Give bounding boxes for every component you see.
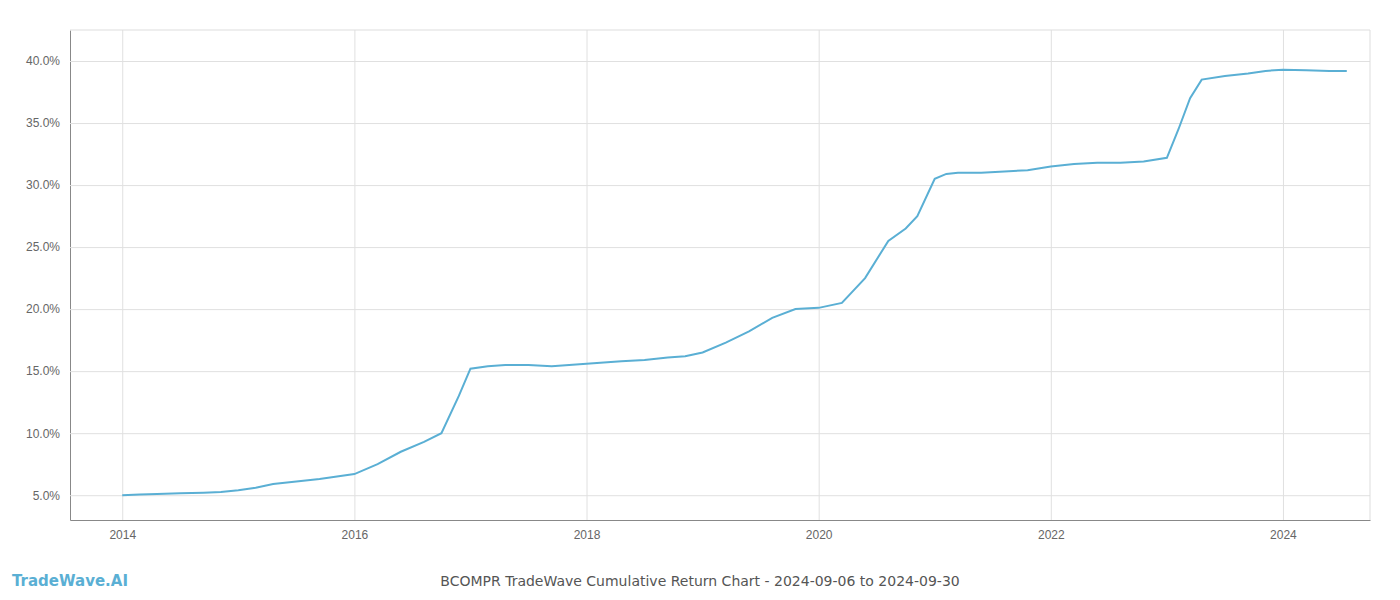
x-grid-line — [1283, 30, 1284, 520]
y-tick-label: 5.0% — [33, 489, 61, 503]
x-tick: 2020 — [806, 30, 833, 542]
y-tick-label: 15.0% — [26, 364, 60, 378]
x-grid-line — [587, 30, 588, 520]
y-grid-line — [70, 371, 1370, 372]
x-tick-label: 2014 — [109, 528, 136, 542]
x-grid-line — [1051, 30, 1052, 520]
y-tick-label: 20.0% — [26, 302, 60, 316]
y-axis-line — [70, 31, 71, 521]
y-tick-label: 40.0% — [26, 54, 60, 68]
y-grid-line — [70, 433, 1370, 434]
x-tick: 2022 — [1038, 30, 1065, 542]
y-tick: 35.0% — [26, 116, 1370, 130]
chart: 2014 2016 2018 2020 2022 2024 5.0% 10.0% 15.0% 20… — [0, 0, 1400, 600]
y-grid-line — [70, 247, 1370, 248]
x-tick-label: 2018 — [574, 528, 601, 542]
x-axis-line — [71, 520, 1371, 521]
y-tick-label: 10.0% — [26, 427, 60, 441]
x-tick: 2024 — [1270, 30, 1297, 542]
x-grid-line — [819, 30, 820, 520]
y-grid-line — [70, 309, 1370, 310]
x-tick: 2018 — [574, 30, 601, 542]
y-tick: 30.0% — [26, 178, 1370, 192]
x-grid-line — [122, 30, 123, 520]
plot-area: 2014 2016 2018 2020 2022 2024 5.0% 10.0% 15.0% 20… — [26, 30, 1371, 542]
y-grid-line — [70, 61, 1370, 62]
x-grid-line — [354, 30, 355, 520]
x-tick-label: 2016 — [342, 528, 369, 542]
plot-frame — [1370, 30, 1371, 520]
y-tick: 10.0% — [26, 427, 1370, 441]
y-tick: 20.0% — [26, 302, 1370, 316]
line — [122, 70, 1347, 495]
watermark: TradeWave.AI — [12, 572, 128, 590]
marks — [122, 70, 1347, 495]
y-grid-line — [70, 495, 1370, 496]
title: BCOMPR TradeWave Cumulative Return Chart… — [440, 573, 959, 589]
y-axis: 5.0% 10.0% 15.0% 20.0% 25.0% 30.0% 35.0% 40.0% — [26, 31, 1370, 521]
y-grid-line — [70, 185, 1370, 186]
y-tick: 25.0% — [26, 240, 1370, 254]
y-tick-label: 35.0% — [26, 116, 60, 130]
y-tick: 15.0% — [26, 364, 1370, 378]
x-tick: 2016 — [342, 30, 369, 542]
plot-frame — [70, 30, 1370, 31]
x-tick-label: 2022 — [1038, 528, 1065, 542]
x-tick-label: 2020 — [806, 528, 833, 542]
x-axis: 2014 2016 2018 2020 2022 2024 — [71, 30, 1371, 542]
y-tick-label: 25.0% — [26, 240, 60, 254]
y-tick-label: 30.0% — [26, 178, 60, 192]
y-tick: 40.0% — [26, 54, 1370, 68]
x-tick-label: 2024 — [1270, 528, 1297, 542]
x-tick: 2014 — [109, 30, 136, 542]
y-grid-line — [70, 123, 1370, 124]
